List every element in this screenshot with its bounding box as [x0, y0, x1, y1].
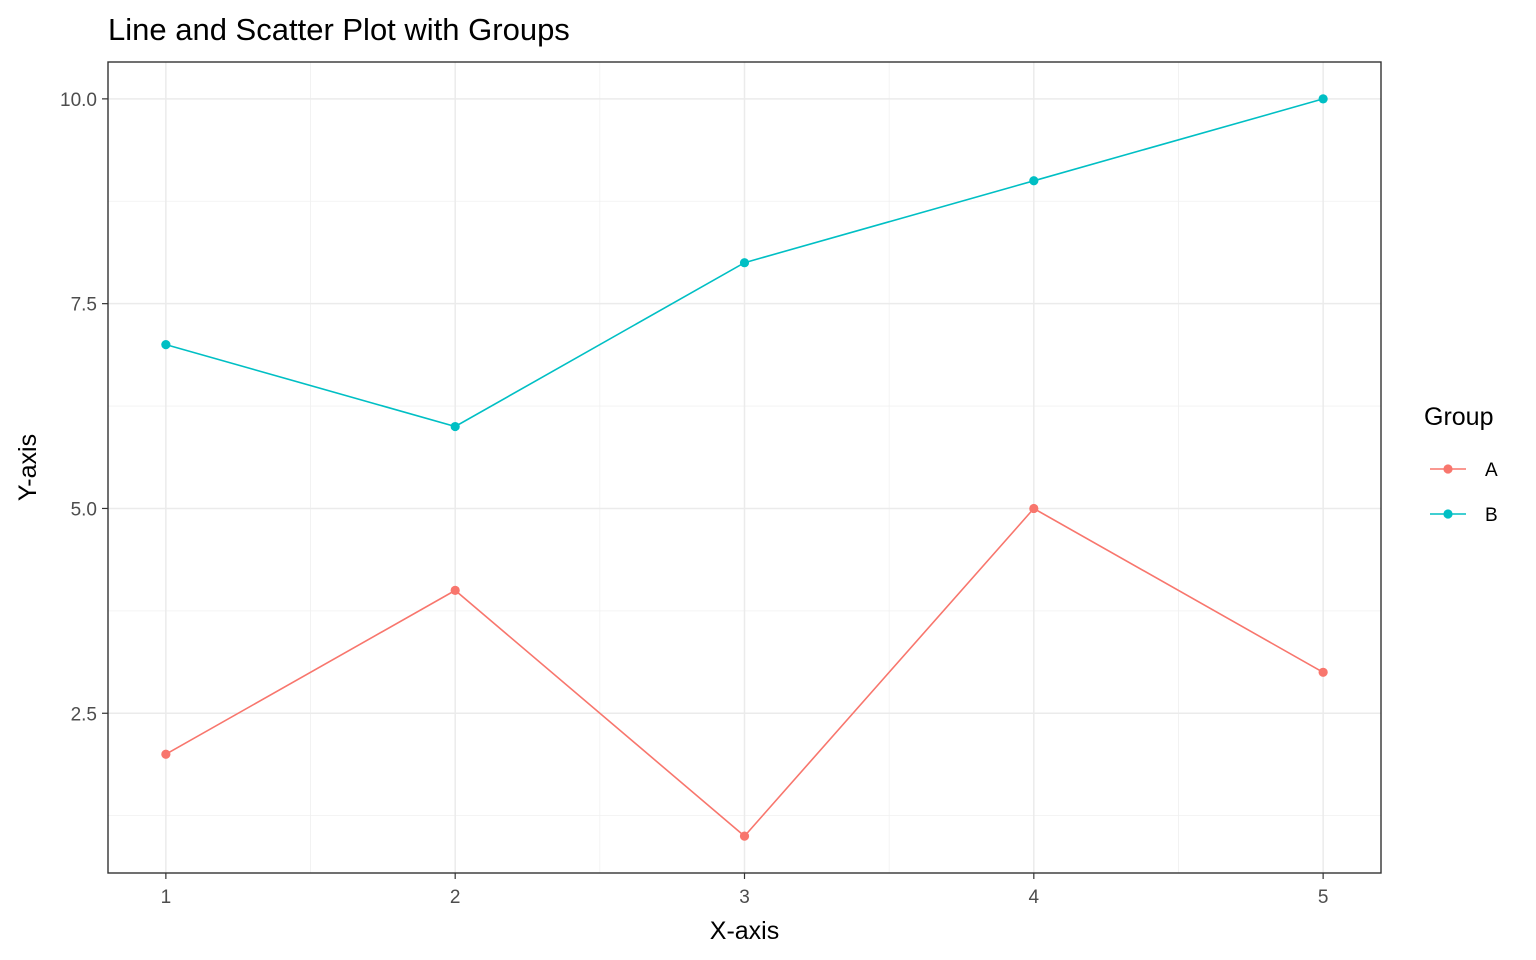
legend-title: Group [1424, 403, 1493, 431]
data-point-b [1029, 176, 1039, 186]
legend-key-point-a [1443, 464, 1453, 474]
legend-label-b: B [1485, 505, 1498, 526]
y-axis-ticks: 2.5 5.0 7.5 10.0 [60, 90, 108, 725]
y-tick-label: 5.0 [71, 499, 97, 520]
chart-title: Line and Scatter Plot with Groups [108, 12, 570, 47]
x-tick-label: 2 [450, 887, 461, 908]
data-point-a [161, 749, 171, 759]
x-tick-label: 5 [1318, 887, 1329, 908]
y-tick-label: 2.5 [71, 704, 97, 725]
grid [108, 62, 1381, 873]
legend-label-a: A [1485, 460, 1498, 481]
legend-key-point-b [1443, 509, 1453, 519]
data-point-a [450, 585, 460, 595]
y-tick-label: 7.5 [71, 295, 97, 316]
data-point-b [161, 340, 171, 350]
x-tick-label: 4 [1029, 887, 1040, 908]
x-axis-ticks: 1 2 3 4 5 [161, 873, 1329, 908]
y-tick-label: 10.0 [60, 90, 97, 111]
y-axis-title: Y-axis [14, 434, 42, 501]
x-tick-label: 3 [739, 887, 750, 908]
x-axis-title: X-axis [710, 917, 779, 945]
legend: Group A B [1424, 403, 1498, 526]
x-tick-label: 1 [161, 887, 172, 908]
data-point-a [1318, 667, 1328, 677]
data-point-a [739, 831, 750, 841]
data-point-b [450, 421, 460, 432]
data-point-a [1029, 503, 1039, 514]
series-layer [161, 94, 1328, 841]
data-point-b [1318, 94, 1328, 104]
data-point-b [739, 258, 750, 268]
